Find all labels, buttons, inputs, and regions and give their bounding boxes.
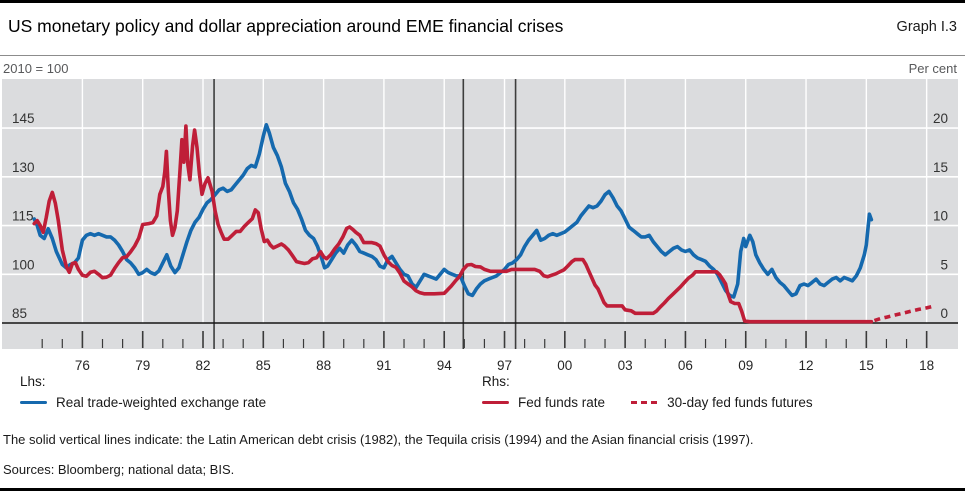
legend-rhs-title: Rhs: — [482, 374, 510, 389]
red-line-swatch-icon — [482, 400, 509, 405]
svg-text:18: 18 — [919, 358, 934, 373]
svg-text:100: 100 — [12, 257, 35, 272]
right-axis-labels: 0 5 10 15 20 — [933, 111, 948, 321]
left-axis-labels: 85 100 115 130 145 — [12, 111, 35, 321]
svg-text:15: 15 — [859, 358, 874, 373]
sources-text: Sources: Bloomberg; national data; BIS. — [3, 462, 235, 477]
svg-text:97: 97 — [497, 358, 512, 373]
svg-text:115: 115 — [12, 209, 34, 224]
series-real-trade-weighted-exchange-rate — [32, 122, 874, 299]
svg-text:82: 82 — [195, 358, 210, 373]
legend-item-futures: 30-day fed funds futures — [631, 395, 813, 410]
svg-text:130: 130 — [12, 160, 35, 175]
legend-item-fed-funds: Fed funds rate — [482, 395, 605, 410]
legend-item-label: Real trade-weighted exchange rate — [56, 395, 267, 410]
legend-item-exchange-rate: Real trade-weighted exchange rate — [20, 395, 266, 410]
page-title: US monetary policy and dollar appreciati… — [8, 16, 564, 36]
svg-text:5: 5 — [940, 257, 948, 272]
header-divider-rule — [0, 55, 965, 56]
legend-lhs-title: Lhs: — [20, 374, 46, 389]
gridlines — [2, 79, 958, 323]
chart-area: 76 79 82 85 88 91 94 97 00 03 06 09 12 15 18 85 100 115 13… — [2, 79, 958, 379]
svg-text:09: 09 — [738, 358, 753, 373]
left-axis-caption: 2010 = 100 — [3, 61, 69, 76]
svg-text:85: 85 — [12, 306, 27, 321]
svg-text:00: 00 — [557, 358, 572, 373]
legend-group-rhs: Rhs: Fed funds rate 30-day fed funds fut… — [482, 374, 813, 410]
svg-text:88: 88 — [316, 358, 331, 373]
svg-text:76: 76 — [75, 358, 90, 373]
legend-item-label: Fed funds rate — [518, 395, 606, 410]
bottom-border-rule — [0, 488, 965, 491]
svg-text:03: 03 — [618, 358, 633, 373]
graph-number-label: Graph I.3 — [896, 19, 957, 35]
svg-text:79: 79 — [135, 358, 150, 373]
svg-text:145: 145 — [12, 111, 35, 126]
svg-text:85: 85 — [256, 358, 271, 373]
legend-group-lhs: Lhs: Real trade-weighted exchange rate — [20, 374, 266, 410]
footnote-text: The solid vertical lines indicate: the L… — [3, 432, 754, 447]
right-axis-caption: Per cent — [908, 61, 957, 76]
svg-text:12: 12 — [799, 358, 814, 373]
svg-text:91: 91 — [376, 358, 391, 373]
series-fed-funds-rate — [32, 124, 874, 324]
svg-text:10: 10 — [933, 209, 948, 224]
x-tick-labels: 76 79 82 85 88 91 94 97 00 03 06 09 12 15 18 — [75, 358, 934, 373]
svg-text:0: 0 — [940, 306, 948, 321]
svg-text:15: 15 — [933, 160, 948, 175]
legend-item-label: 30-day fed funds futures — [667, 395, 813, 410]
svg-text:06: 06 — [678, 358, 693, 373]
blue-line-swatch-icon — [20, 400, 47, 405]
top-border-rule — [0, 0, 965, 3]
red-dotted-swatch-icon — [631, 400, 659, 405]
chart-svg: 76 79 82 85 88 91 94 97 00 03 06 09 12 15 188510011513… — [2, 79, 958, 373]
x-ticks — [41, 331, 928, 348]
svg-text:94: 94 — [437, 358, 453, 373]
plot-background — [2, 79, 958, 349]
svg-text:20: 20 — [933, 111, 948, 126]
